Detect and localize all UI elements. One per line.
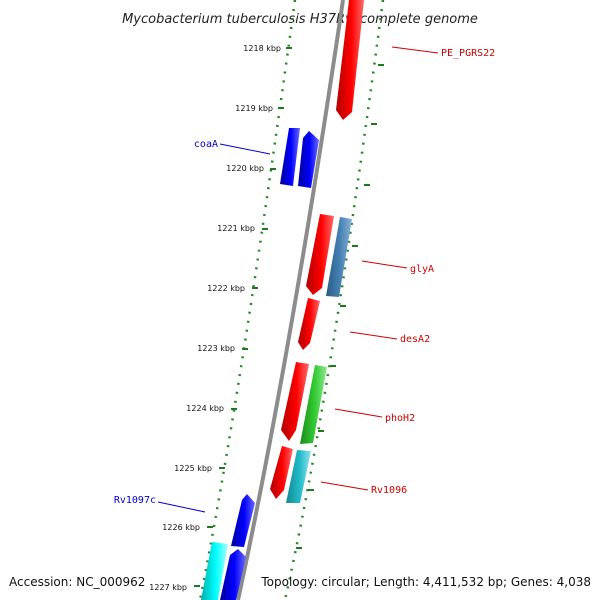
scale-tick-label-1224: 1224 kbp	[186, 404, 224, 413]
accession-text: Accession: NC_000962	[9, 575, 145, 589]
gene-label-phoh2[interactable]: phoH2	[385, 413, 415, 424]
gene-rv1096[interactable]	[286, 450, 311, 503]
gene-phoh2[interactable]	[300, 365, 327, 444]
leader-pe-pgrs22	[391, 46, 439, 54]
gene-label-glya[interactable]: glyA	[410, 264, 434, 275]
outer-dotted-ring	[283, 0, 385, 600]
gene-label-pe-pgrs22[interactable]: PE_PGRS22	[441, 48, 495, 59]
outer-ring-ticks	[296, 64, 384, 549]
gene-label-coaa[interactable]: coaA	[194, 139, 218, 150]
topology-text: Topology: circular; Length: 4,411,532 bp…	[260, 575, 591, 589]
scale-tick-label-1219: 1219 kbp	[235, 104, 273, 113]
scale-tick-label-1225: 1225 kbp	[174, 464, 212, 473]
gene-rv1097c[interactable]	[231, 494, 255, 547]
leader-phoh2	[334, 408, 383, 418]
gene-red-forward-1[interactable]	[306, 214, 334, 295]
scale-tick-label-1218: 1218 kbp	[243, 44, 281, 53]
leader-desa2	[349, 331, 398, 340]
gene-red-forward-2[interactable]	[281, 362, 309, 441]
gene-coaa-right[interactable]	[298, 131, 319, 188]
gene-features	[201, 0, 364, 600]
gene-label-desa2[interactable]: desA2	[400, 334, 430, 345]
scale-tick-label-1223: 1223 kbp	[197, 344, 235, 353]
map-title: Mycobacterium tuberculosis H37Rv, comple…	[122, 12, 478, 27]
gene-desa2[interactable]	[298, 298, 320, 350]
gene-glya[interactable]	[326, 217, 352, 297]
scale-ticks: 1218 kbp 1219 kbp 1220 kbp 1221 kbp 1222…	[149, 44, 292, 592]
scale-tick-label-1221: 1221 kbp	[217, 224, 255, 233]
leader-rv1097c	[157, 501, 206, 513]
gene-blue-bottom[interactable]	[220, 549, 246, 600]
leader-glya	[361, 260, 408, 269]
scale-tick-label-1220: 1220 kbp	[226, 164, 264, 173]
scale-tick-label-1222: 1222 kbp	[207, 284, 245, 293]
gene-label-rv1097c[interactable]: Rv1097c	[114, 495, 156, 506]
leader-coaa	[219, 143, 271, 155]
gene-red-forward-3[interactable]	[270, 446, 293, 499]
gene-label-rv1096[interactable]: Rv1096	[371, 485, 407, 496]
gene-labels: PE_PGRS22 coaA glyA desA2 phoH2 Rv1096 R…	[114, 48, 495, 506]
genome-backbone	[236, 0, 345, 600]
gene-leader-lines	[157, 46, 439, 513]
gene-cyan-bottom[interactable]	[201, 542, 228, 600]
gene-pe-pgrs22[interactable]	[336, 0, 364, 120]
scale-tick-label-1226: 1226 kbp	[162, 523, 200, 532]
leader-rv1096	[320, 481, 369, 491]
gene-coaa-left[interactable]	[280, 128, 300, 186]
scale-tick-label-1227: 1227 kbp	[149, 583, 187, 592]
